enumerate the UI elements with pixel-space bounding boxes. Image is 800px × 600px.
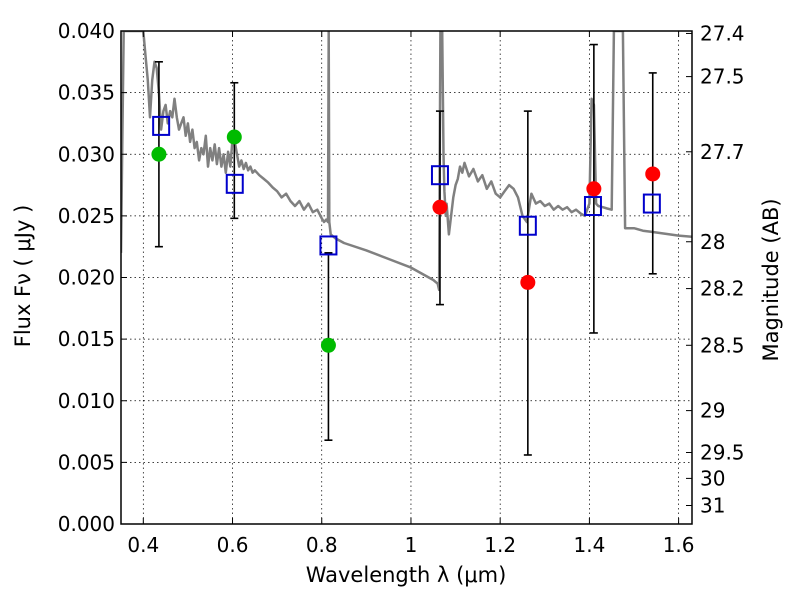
model-flux-square [430, 165, 449, 186]
measured-flux-point [586, 181, 602, 197]
axis-layer: 0.4 0.6 0.8 1 1.2 1.4 1.6 0.000 0.005 0.010 0.015 0… [58, 19, 745, 557]
spectrum-layer [121, 31, 692, 292]
spectrum-line [121, 31, 692, 292]
x-tick-label: 0.4 [127, 533, 159, 557]
measured-flux-point [226, 129, 242, 145]
errorbar-layer [154, 43, 657, 456]
x-axis-label: Wavelength λ (μm) [306, 563, 507, 587]
y-tick-label: 0.025 [58, 204, 115, 228]
x-tick-label: 1 [405, 533, 418, 557]
measured-flux-point [645, 166, 661, 182]
y-axis-label-left: Flux Fν ( μJy ) [11, 205, 35, 348]
x-tick-label: 1.2 [484, 533, 516, 557]
y-tick-label: 0.015 [58, 327, 115, 351]
right-tick-label: 29 [700, 399, 725, 423]
x-tick-label: 1.6 [663, 533, 695, 557]
y-tick-label: 0.040 [58, 19, 115, 43]
measured-flux-point [320, 337, 336, 353]
measured-flux-point [151, 146, 167, 162]
model-flux-square [319, 235, 338, 256]
y-axis-label-right: Magnitude (AB) [759, 198, 783, 361]
right-tick-label: 28.2 [700, 277, 745, 301]
y-tick-label: 0.000 [58, 512, 115, 536]
model-flux-square [583, 196, 602, 217]
marker-layer [151, 115, 661, 353]
measured-flux-point [520, 274, 536, 290]
model-flux-square [642, 193, 661, 214]
x-tick-label: 0.6 [217, 533, 249, 557]
right-tick-label: 27.5 [700, 65, 745, 89]
right-tick-label: 27.4 [700, 21, 745, 45]
model-flux-square [225, 173, 244, 194]
right-tick-label: 28 [700, 230, 725, 254]
grid-layer [121, 31, 692, 524]
model-flux-square [518, 215, 537, 236]
y-tick-label: 0.020 [58, 266, 115, 290]
x-tick-label: 0.8 [306, 533, 338, 557]
right-tick-label: 27.7 [700, 140, 745, 164]
y-tick-label: 0.005 [58, 450, 115, 474]
x-tick-label: 1.4 [573, 533, 605, 557]
y-tick-label: 0.010 [58, 389, 115, 413]
measured-flux-point [432, 199, 448, 215]
right-tick-label: 28.5 [700, 333, 745, 357]
model-flux-square [152, 115, 171, 136]
y-tick-label: 0.035 [58, 81, 115, 105]
y-tick-label: 0.030 [58, 142, 115, 166]
right-tick-label: 31 [700, 494, 725, 518]
right-tick-label: 29.5 [700, 441, 745, 465]
right-tick-label: 30 [700, 466, 725, 490]
